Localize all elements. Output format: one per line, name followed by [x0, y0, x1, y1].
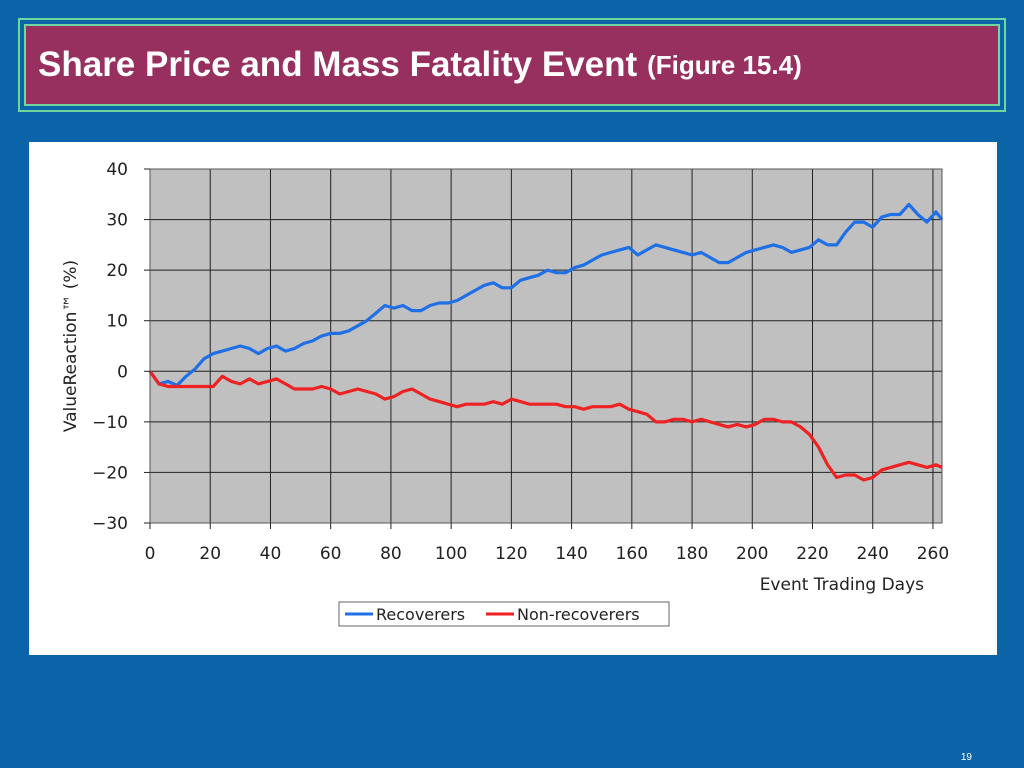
x-tick-label: 180: [676, 544, 708, 564]
x-axis-label: Event Trading Days: [760, 575, 924, 595]
x-tick-label: 60: [320, 544, 342, 564]
slide-title: Share Price and Mass Fatality Event: [38, 45, 638, 84]
x-tick-label: 120: [495, 544, 527, 564]
y-tick-label: −20: [92, 463, 128, 483]
title-bar: Share Price and Mass Fatality Event (Fig…: [24, 24, 1000, 106]
y-tick-label: 30: [106, 211, 128, 231]
grid-lines: [149, 168, 942, 524]
plot-area: [150, 169, 942, 523]
x-tick-label: 240: [857, 544, 889, 564]
title-frame: Share Price and Mass Fatality Event (Fig…: [18, 18, 1006, 112]
x-tick-label: 100: [435, 544, 467, 564]
x-tick-label: 140: [555, 544, 587, 564]
series-line-non-recoverers: [148, 370, 943, 482]
y-tick-label: 10: [106, 312, 128, 332]
legend-box: [338, 601, 670, 627]
x-tick-label: 80: [380, 544, 402, 564]
x-tick-label: 0: [145, 544, 156, 564]
series-line-recoverers: [148, 202, 944, 387]
x-tick-label: 40: [260, 544, 282, 564]
x-tick-label: 160: [616, 544, 648, 564]
y-tick-label: 20: [106, 261, 128, 281]
y-tick-label: 0: [117, 362, 128, 382]
y-tick-label: −30: [92, 514, 128, 534]
legend: Recoverers Non-recoverers: [338, 601, 670, 627]
y-tick-label: −10: [92, 413, 128, 433]
slide-number: 19: [960, 752, 972, 763]
x-tick-label: 220: [796, 544, 828, 564]
x-tick-label: 200: [736, 544, 768, 564]
chart-panel: 40 30 20 10 0 −10 −20 −30 0 20 40 60 80 100 120 140 160…: [29, 142, 997, 655]
x-axis-ticks: 0 20 40 60 80 100 120 140 160 180 200 220 240 260: [145, 523, 949, 564]
y-tick-label: 40: [106, 160, 128, 180]
slide-title-figure-ref: (Figure 15.4): [647, 49, 802, 80]
plot-border: [149, 168, 943, 524]
series-layer: [148, 202, 944, 482]
y-axis-label: ValueReaction™ (%): [61, 260, 81, 432]
legend-label-non-recoverers: Non-recoverers: [517, 605, 640, 624]
x-tick-label: 20: [199, 544, 221, 564]
legend-label-recoverers: Recoverers: [376, 605, 465, 624]
y-axis-ticks: 40 30 20 10 0 −10 −20 −30: [92, 160, 150, 534]
x-tick-label: 260: [917, 544, 949, 564]
